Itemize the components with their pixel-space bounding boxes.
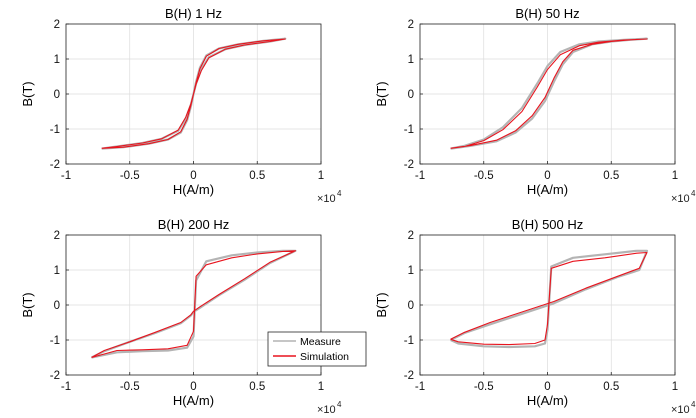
x-tick-label: 0 (190, 381, 196, 393)
x-tick-label: -0.5 (474, 170, 494, 182)
y-tick-label: -2 (404, 370, 414, 382)
series-line-simulation (101, 38, 286, 149)
x-axis-label: H(A/m) (173, 182, 214, 197)
y-tick-label: 0 (54, 300, 60, 312)
y-axis-label: B(T) (374, 292, 389, 317)
x-axis-label: H(A/m) (527, 182, 568, 197)
x-scale-multiplier: ×10 (671, 404, 690, 416)
y-tick-label: 0 (408, 89, 414, 101)
y-tick-label: -2 (50, 370, 60, 382)
x-scale-exponent: 4 (337, 400, 342, 409)
y-tick-label: 2 (408, 230, 414, 242)
x-scale-multiplier: ×10 (317, 193, 336, 205)
series-line-measure (450, 249, 649, 349)
y-tick-label: 1 (54, 54, 60, 66)
y-tick-label: 2 (54, 19, 60, 31)
x-tick-label: -1 (61, 381, 71, 393)
y-tick-label: 2 (408, 19, 414, 31)
series-line-simulation (450, 251, 648, 346)
x-tick-label: 0.5 (603, 170, 619, 182)
x-scale-multiplier: ×10 (317, 404, 336, 416)
x-tick-label: 0 (544, 381, 550, 393)
y-axis-label: B(T) (374, 81, 389, 106)
y-axis-label: B(T) (20, 292, 35, 317)
legend-label-measure: Measure (300, 336, 341, 348)
x-tick-label: -0.5 (474, 381, 494, 393)
y-tick-label: 0 (408, 300, 414, 312)
y-axis-label: B(T) (20, 81, 35, 106)
x-tick-label: -1 (415, 170, 425, 182)
series-line-simulation (91, 250, 297, 359)
x-tick-label: 1 (318, 381, 324, 393)
y-tick-label: -1 (50, 335, 60, 347)
chart-title: B(H) 50 Hz (515, 6, 579, 21)
x-tick-label: 0.5 (603, 381, 619, 393)
x-tick-label: -0.5 (120, 170, 140, 182)
y-tick-label: -2 (404, 159, 414, 171)
x-axis-label: H(A/m) (527, 393, 568, 408)
x-tick-label: 0.5 (249, 170, 265, 182)
chart-title: B(H) 500 Hz (512, 217, 584, 232)
x-tick-label: 0 (544, 170, 550, 182)
y-tick-label: 1 (408, 54, 414, 66)
y-tick-label: 1 (54, 265, 60, 277)
x-tick-label: -1 (415, 381, 425, 393)
legend: Measure Simulation (267, 331, 367, 367)
y-tick-label: 0 (54, 89, 60, 101)
x-scale-exponent: 4 (691, 400, 696, 409)
x-tick-label: 1 (672, 381, 678, 393)
y-tick-label: 1 (408, 265, 414, 277)
y-tick-label: 2 (54, 230, 60, 242)
x-tick-label: -0.5 (120, 381, 140, 393)
y-tick-label: -1 (404, 124, 414, 136)
chart-title: B(H) 200 Hz (158, 217, 230, 232)
x-tick-label: 0 (190, 170, 196, 182)
y-tick-label: -2 (50, 159, 60, 171)
x-scale-exponent: 4 (337, 189, 342, 198)
y-tick-label: -1 (50, 124, 60, 136)
x-axis-label: H(A/m) (173, 393, 214, 408)
x-tick-label: 1 (318, 170, 324, 182)
chart-title: B(H) 1 Hz (165, 6, 222, 21)
x-tick-label: -1 (61, 170, 71, 182)
x-scale-exponent: 4 (691, 189, 696, 198)
x-tick-label: 0.5 (249, 381, 265, 393)
legend-label-simulation: Simulation (300, 351, 349, 363)
legend-box (267, 331, 367, 367)
y-tick-label: -1 (404, 335, 414, 347)
series-line-simulation (450, 38, 648, 149)
x-tick-label: 1 (672, 170, 678, 182)
x-scale-multiplier: ×10 (671, 193, 690, 205)
